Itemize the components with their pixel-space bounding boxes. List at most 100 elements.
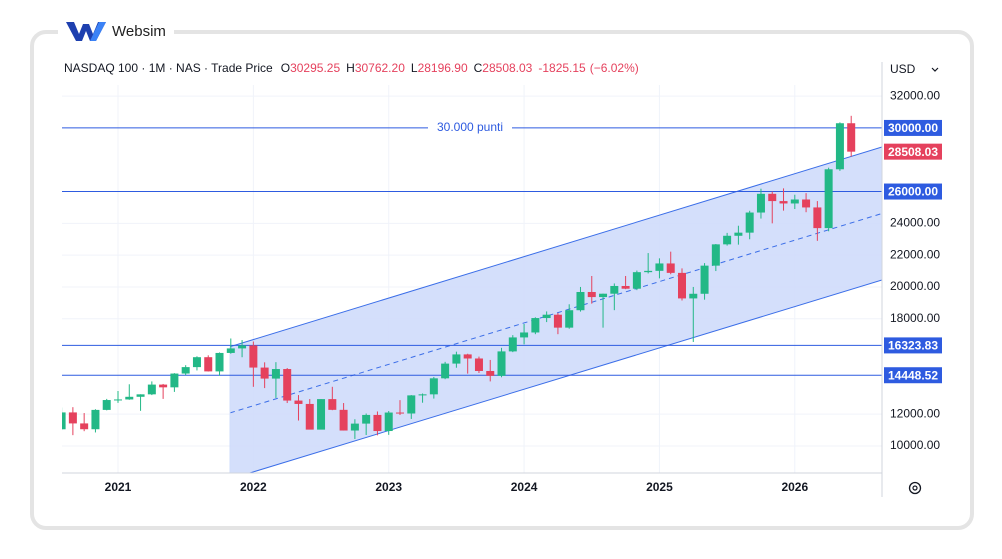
x-tick-label: 2024 bbox=[511, 480, 538, 494]
candle-body bbox=[632, 272, 641, 289]
candle-body bbox=[542, 314, 551, 319]
candle-body bbox=[474, 358, 483, 371]
candle-body bbox=[429, 378, 438, 395]
y-tick-label: 24000.00 bbox=[890, 216, 940, 230]
candle-body bbox=[159, 384, 168, 388]
candle-body bbox=[644, 270, 653, 273]
ohlc-value: 28508.03 bbox=[482, 61, 533, 75]
price-label-bg bbox=[884, 119, 942, 136]
price-label-bg bbox=[884, 367, 942, 384]
axis: 10000.00 12000.00 18000.00 20000.00 22000.00… bbox=[105, 88, 942, 494]
candle-body bbox=[125, 396, 134, 400]
x-tick-label: 2025 bbox=[646, 480, 673, 494]
currency-dropdown[interactable] bbox=[931, 67, 939, 72]
candle-body bbox=[655, 263, 664, 271]
candle-body bbox=[587, 291, 596, 298]
candle-body bbox=[711, 244, 720, 266]
price-label: 26000.00 bbox=[888, 185, 938, 199]
candle-body bbox=[271, 369, 280, 379]
candle-body bbox=[102, 400, 111, 410]
candle-body bbox=[813, 207, 822, 229]
candle-body bbox=[294, 400, 303, 404]
y-tick-label: 10000.00 bbox=[890, 438, 940, 452]
candle-body bbox=[114, 399, 122, 401]
candle-body bbox=[215, 352, 224, 372]
line-text-bg bbox=[428, 119, 512, 136]
candle-body bbox=[226, 348, 235, 353]
candle-body bbox=[317, 399, 326, 430]
chart-header: NASDAQ 100 · 1M · NAS · Trade Price O 302… bbox=[64, 61, 645, 75]
candle-body bbox=[384, 412, 393, 432]
candle-body bbox=[824, 169, 833, 229]
candle-body bbox=[756, 193, 765, 213]
candle-body bbox=[91, 409, 100, 430]
candle-body bbox=[553, 314, 562, 328]
symbol-title: NASDAQ 100 · 1M · NAS · Trade Price bbox=[64, 61, 273, 75]
candle-body bbox=[362, 414, 371, 424]
price-label: 16323.83 bbox=[888, 339, 938, 353]
candle-body bbox=[565, 310, 574, 328]
candle-body bbox=[790, 199, 799, 204]
brand: Websim bbox=[112, 22, 166, 40]
candle-body bbox=[249, 345, 258, 368]
candle-body bbox=[768, 193, 777, 202]
y-tick-label: 32000.00 bbox=[890, 88, 940, 102]
candle-body bbox=[666, 263, 675, 273]
candle-body bbox=[283, 369, 292, 401]
ohlc-key: H bbox=[346, 61, 355, 75]
candle-body bbox=[147, 384, 156, 395]
candle-body bbox=[802, 199, 811, 208]
candle-body bbox=[238, 345, 247, 349]
candle-body bbox=[80, 423, 89, 430]
price-label-bg bbox=[884, 337, 942, 354]
logo: Websim bbox=[58, 16, 174, 46]
candle-body bbox=[305, 403, 314, 430]
ohlc-key: O bbox=[280, 61, 291, 75]
candle-body bbox=[779, 201, 788, 204]
price-lines: 30.000 punti bbox=[62, 119, 882, 376]
candle-body bbox=[689, 293, 698, 299]
ohlc-key: L bbox=[410, 61, 418, 75]
candle-body bbox=[441, 363, 450, 379]
logo-icon bbox=[66, 22, 106, 41]
candle-body bbox=[520, 332, 529, 338]
candle-body bbox=[418, 394, 427, 396]
candle-body bbox=[497, 351, 506, 376]
change-percent: (−6.02%) bbox=[589, 61, 639, 75]
y-tick-label: 20000.00 bbox=[890, 279, 940, 293]
parallel-channel bbox=[229, 146, 882, 473]
candle-body bbox=[407, 395, 416, 414]
candle-body bbox=[599, 293, 608, 298]
candles bbox=[62, 115, 856, 439]
candle-body bbox=[531, 318, 540, 333]
candle-body bbox=[350, 423, 359, 431]
line-text: 30.000 punti bbox=[437, 120, 503, 134]
x-tick-label: 2022 bbox=[240, 480, 267, 494]
change: -1825.15 bbox=[538, 61, 586, 75]
x-tick-label: 2023 bbox=[375, 480, 402, 494]
candle-body bbox=[170, 373, 179, 388]
ohlc-value: 30762.20 bbox=[354, 61, 405, 75]
candle-body bbox=[68, 412, 77, 424]
y-tick-label: 22000.00 bbox=[890, 247, 940, 261]
y-tick-label: 18000.00 bbox=[890, 311, 940, 325]
candle-body bbox=[835, 123, 844, 170]
candle-body bbox=[486, 370, 495, 376]
candle-body bbox=[192, 357, 201, 368]
price-label: 30000.00 bbox=[888, 121, 938, 135]
last-price-bg bbox=[884, 143, 942, 160]
candle-body bbox=[508, 337, 517, 352]
ohlc-key: C bbox=[473, 61, 483, 75]
candle-body bbox=[339, 409, 348, 431]
candle-body bbox=[373, 414, 382, 432]
candle-body bbox=[700, 265, 709, 294]
card bbox=[30, 30, 974, 530]
settings-icon[interactable] bbox=[908, 481, 922, 495]
candle-body bbox=[328, 399, 337, 410]
x-tick-label: 2021 bbox=[105, 480, 132, 494]
price-label-bg bbox=[884, 183, 942, 200]
candle-body bbox=[621, 285, 630, 289]
candle-body bbox=[610, 285, 619, 294]
